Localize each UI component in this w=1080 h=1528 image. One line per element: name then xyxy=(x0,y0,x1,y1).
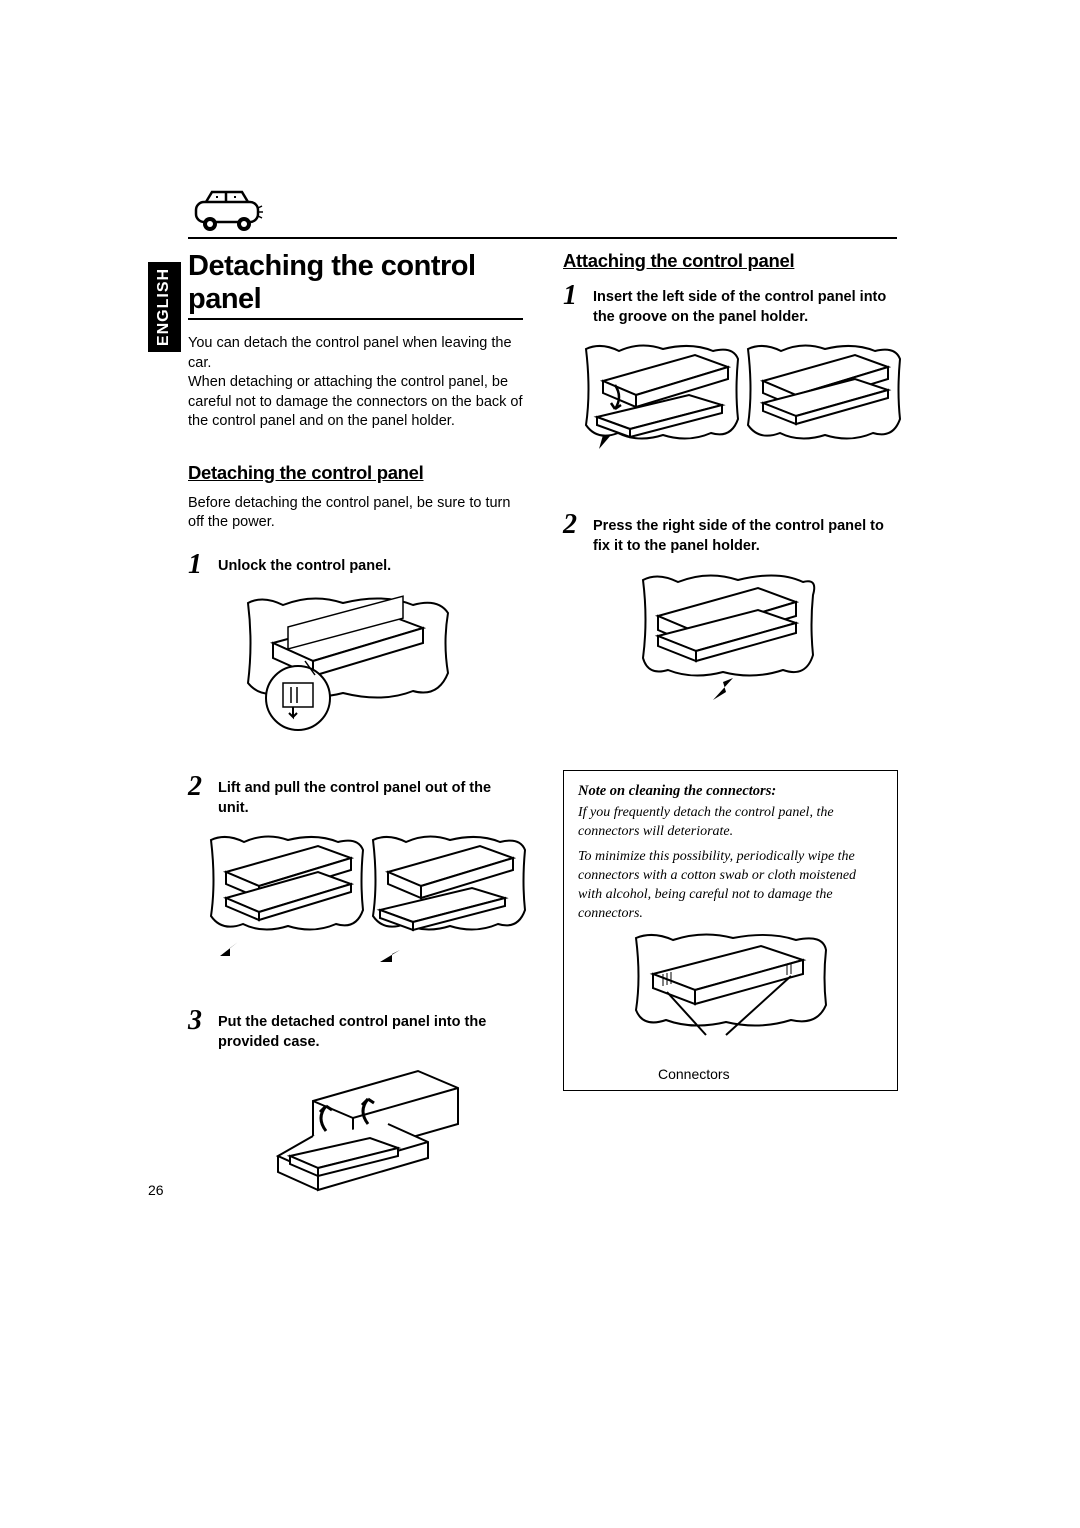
step-number: 1 xyxy=(188,551,208,579)
right-column: Attaching the control panel 1 Insert the… xyxy=(563,250,898,1241)
note-body-1: If you frequently detach the control pan… xyxy=(578,804,883,842)
note-body-2: To minimize this possibility, periodical… xyxy=(578,848,883,924)
unlock-diagram xyxy=(243,593,453,748)
detach-subtitle: Detaching the control panel xyxy=(188,462,523,484)
connectors-diagram xyxy=(631,930,831,1060)
detach-step-2: 2 Lift and pull the control panel out of… xyxy=(188,773,523,818)
attach-step-2: 2 Press the right side of the control pa… xyxy=(563,511,898,556)
insert-diagram xyxy=(583,341,903,486)
step-number: 1 xyxy=(563,282,583,310)
step-number: 3 xyxy=(188,1007,208,1035)
step-text: Insert the left side of the control pane… xyxy=(593,282,898,327)
lift-pull-diagram xyxy=(208,832,528,982)
detach-intro: Before detaching the control panel, be s… xyxy=(188,494,523,533)
language-label: ENGLISH xyxy=(156,268,174,346)
connectors-caption: Connectors xyxy=(658,1066,883,1082)
step-text: Press the right side of the control pane… xyxy=(593,511,898,556)
detach-step-3: 3 Put the detached control panel into th… xyxy=(188,1007,523,1052)
page-number: 26 xyxy=(148,1182,164,1198)
step-text: Unlock the control panel. xyxy=(218,551,391,577)
step-number: 2 xyxy=(563,511,583,539)
left-column: Detaching the control panel You can deta… xyxy=(188,250,523,1241)
step-text: Lift and pull the control panel out of t… xyxy=(218,773,523,818)
attach-step-1: 1 Insert the left side of the control pa… xyxy=(563,282,898,327)
car-icon xyxy=(188,188,270,236)
intro-text: You can detach the control panel when le… xyxy=(188,334,523,432)
content-columns: Detaching the control panel You can deta… xyxy=(188,250,897,1241)
attach-subtitle: Attaching the control panel xyxy=(563,250,898,272)
cleaning-note-box: Note on cleaning the connectors: If you … xyxy=(563,770,898,1090)
note-title: Note on cleaning the connectors: xyxy=(578,783,883,800)
main-title: Detaching the control panel xyxy=(188,250,523,320)
step-number: 2 xyxy=(188,773,208,801)
step-text: Put the detached control panel into the … xyxy=(218,1007,523,1052)
language-tab: ENGLISH xyxy=(148,262,181,352)
press-diagram xyxy=(638,570,818,725)
case-diagram xyxy=(268,1066,468,1216)
detach-step-1: 1 Unlock the control panel. xyxy=(188,551,523,579)
top-divider xyxy=(188,237,897,239)
